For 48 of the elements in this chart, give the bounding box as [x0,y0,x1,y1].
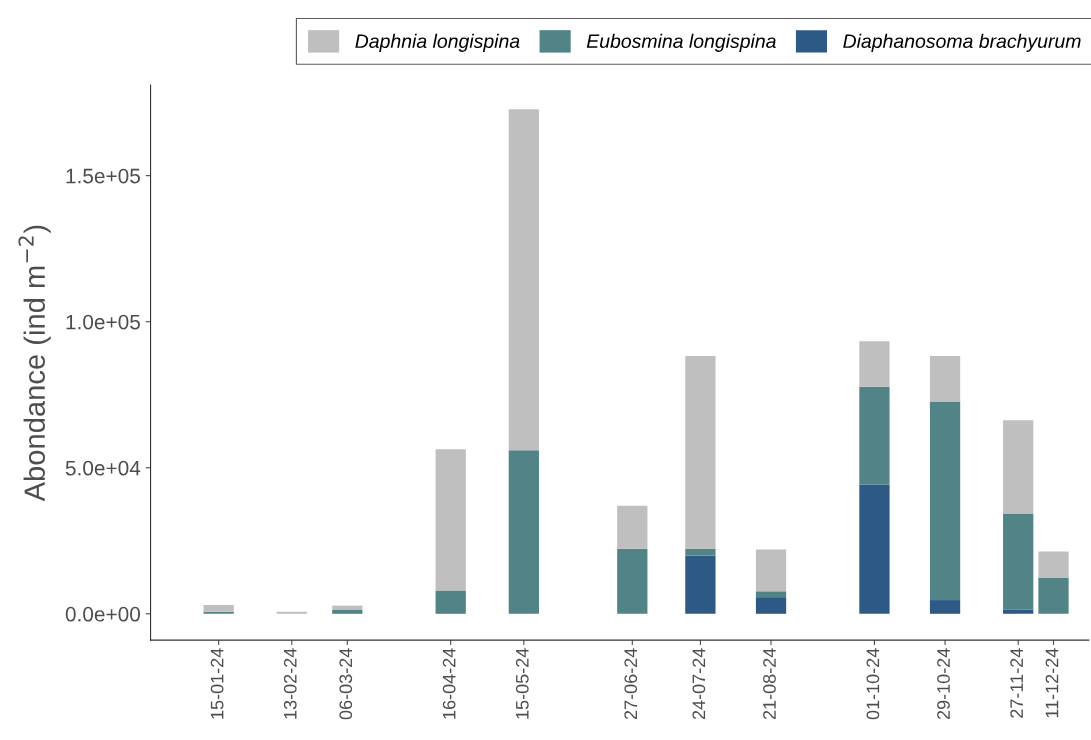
bar [435,590,466,614]
bar [1038,577,1069,614]
x-tick-label: 21-08-24 [763,648,776,720]
y-axis-title: Abondance (ind m$^{−2}$) [18,225,51,502]
bar [755,549,787,592]
x-tick-label: 15-01-24 [210,648,224,719]
x-tick-label: 06-03-24 [339,648,353,720]
bar [435,449,466,591]
bar [508,450,539,614]
bar [508,109,539,451]
bar [1003,609,1034,614]
bar [929,355,961,402]
bar [332,610,363,614]
bar [203,605,234,612]
bar [929,401,961,601]
y-tick-label: 5.0e+04 [65,460,141,476]
bar [859,484,890,614]
x-tick-label: 27-06-24 [624,648,638,720]
legend-label: Daphnia longispina [355,33,520,52]
x-tick-label: 11-12-24 [1045,648,1059,718]
legend-label: Eubosmina longispina [586,33,776,52]
y-tick-label: 1.5e+05 [66,168,140,184]
bar [685,355,716,549]
y-tick-label: 1.0e+05 [66,314,140,330]
bar [203,611,234,614]
bar [1003,420,1034,514]
x-tick-label: 13-02-24 [283,648,297,719]
bar [685,555,716,614]
bar [755,597,787,614]
bar [859,386,890,485]
x-tick-label: 29-10-24 [937,648,950,720]
x-tick-label: 15-05-24 [515,648,529,719]
bar [276,611,307,614]
x-tick-label: 16-04-24 [442,648,456,719]
bar [929,600,961,614]
x-tick-label: 27-11-24 [1010,648,1023,718]
y-tick-label: 0.0e+00 [65,606,141,622]
bar [617,548,648,614]
x-tick-label: 01-10-24 [866,648,880,720]
x-tick-label: 24-07-24 [692,648,706,720]
bar [1038,551,1069,578]
bar [755,591,787,598]
bar [685,548,716,556]
bar [1003,513,1034,610]
bar [617,505,648,549]
bar [859,341,890,387]
legend-label: Diaphanosoma brachyurum [843,33,1081,52]
bar [332,605,363,611]
